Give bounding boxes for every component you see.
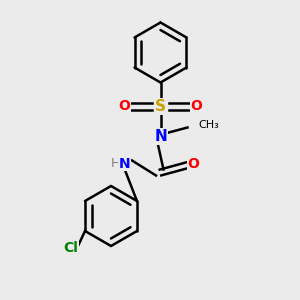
Text: O: O <box>190 100 202 113</box>
Text: H: H <box>111 157 120 170</box>
Text: O: O <box>118 100 130 113</box>
Text: CH₃: CH₃ <box>198 119 219 130</box>
Text: S: S <box>155 99 166 114</box>
Text: N: N <box>154 129 167 144</box>
Text: O: O <box>188 157 200 170</box>
Text: N: N <box>119 157 130 170</box>
Text: Cl: Cl <box>63 241 78 254</box>
